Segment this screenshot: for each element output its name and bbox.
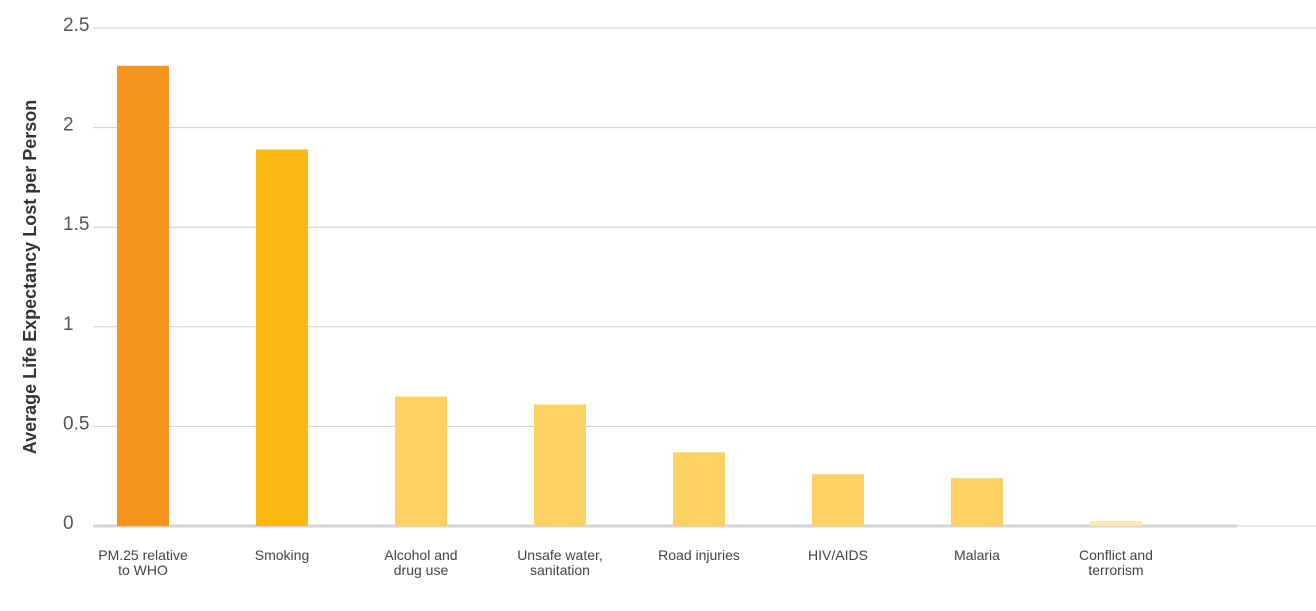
y-tick-label: 2	[63, 115, 74, 136]
y-axis-title: Average Life Expectancy Lost per Person	[20, 100, 40, 454]
bar	[1090, 521, 1142, 526]
bar	[812, 474, 864, 526]
x-tick-label: PM.25 relative to WHO	[98, 547, 188, 578]
x-tick-label: Malaria	[954, 547, 1000, 563]
y-tick-label: 0	[63, 513, 74, 534]
bar	[256, 149, 308, 526]
bar	[117, 65, 169, 527]
y-tick-label: 2.5	[63, 15, 89, 36]
x-tick-label: Smoking	[254, 547, 310, 563]
x-tick-label: Road injuries	[658, 547, 740, 563]
bar	[395, 396, 447, 526]
bar	[673, 452, 725, 526]
bar	[951, 478, 1003, 526]
bar	[534, 404, 586, 526]
x-tick-label: Conflict and terrorism	[1079, 547, 1153, 578]
x-tick-label: Alcohol and drug use	[384, 547, 458, 578]
x-tick-label: Unsafe water, sanitation	[517, 547, 603, 578]
x-tick-label: HIV/AIDS	[808, 547, 868, 563]
y-tick-label: 1.5	[63, 214, 89, 235]
y-tick-label: 1	[63, 314, 74, 335]
y-tick-label: 0.5	[63, 413, 89, 434]
